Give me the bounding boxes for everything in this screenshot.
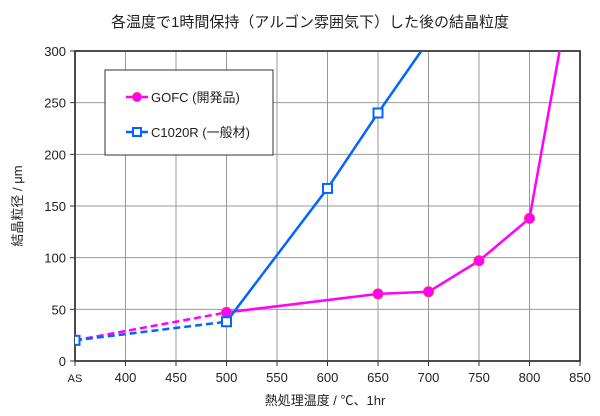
y-tick-label: 250 — [44, 96, 66, 111]
y-tick-label: 0 — [59, 354, 66, 369]
legend-label: GOFC (開発品) — [151, 90, 240, 105]
data-point — [221, 306, 232, 318]
legend: GOFC (開発品) C1020R (一般材) — [104, 69, 274, 156]
data-point — [221, 316, 232, 328]
y-tick-label: 200 — [44, 147, 66, 162]
data-point — [473, 255, 485, 267]
x-tick-label: 650 — [367, 370, 389, 385]
x-tick-label: 500 — [216, 370, 238, 385]
x-tick-label: 600 — [317, 370, 339, 385]
x-tick-label: 550 — [266, 370, 288, 385]
x-tick-label: 850 — [569, 370, 591, 385]
x-tick-label: 750 — [468, 370, 490, 385]
series-line-segment — [75, 311, 227, 342]
plot-border — [74, 50, 581, 362]
y-tick-label: 300 — [44, 44, 66, 59]
series-line-segment — [225, 187, 329, 323]
series-line-segment — [75, 320, 227, 342]
legend-marker — [132, 92, 142, 102]
data-point — [75, 334, 81, 346]
legend-marker — [132, 127, 142, 137]
series-line-segment — [478, 217, 531, 262]
y-tick-label: 150 — [44, 199, 66, 214]
data-point — [322, 182, 333, 194]
series-line-segment — [376, 51, 423, 114]
series-group — [75, 51, 561, 346]
series-line-segment — [377, 290, 429, 296]
x-axis-label: 熱処理温度 / ℃、1hr — [265, 393, 386, 408]
chart-title: 各温度で1時間保持（アルゴン雰囲気下）した後の結晶粒度 — [111, 13, 509, 31]
y-tick-label: 50 — [52, 302, 66, 317]
data-point — [372, 288, 384, 300]
x-tick-label: 800 — [519, 370, 541, 385]
x-tick-label: 400 — [115, 370, 137, 385]
series-line-segment — [528, 51, 561, 219]
series-line-segment — [226, 292, 379, 314]
y-tick-label: 100 — [44, 251, 66, 266]
data-point — [524, 212, 535, 224]
series-line-segment — [326, 112, 380, 190]
legend-box — [104, 69, 274, 156]
series-line-segment — [427, 259, 480, 293]
y-axis-label: 結晶粒径 / μm — [10, 165, 25, 246]
legend-label: C1020R (一般材) — [151, 125, 250, 140]
x-tick-label: 700 — [418, 370, 440, 385]
data-point — [372, 107, 384, 119]
x-tick-label: AS — [68, 373, 83, 385]
data-point — [423, 286, 434, 298]
x-tick-label: 450 — [165, 370, 187, 385]
